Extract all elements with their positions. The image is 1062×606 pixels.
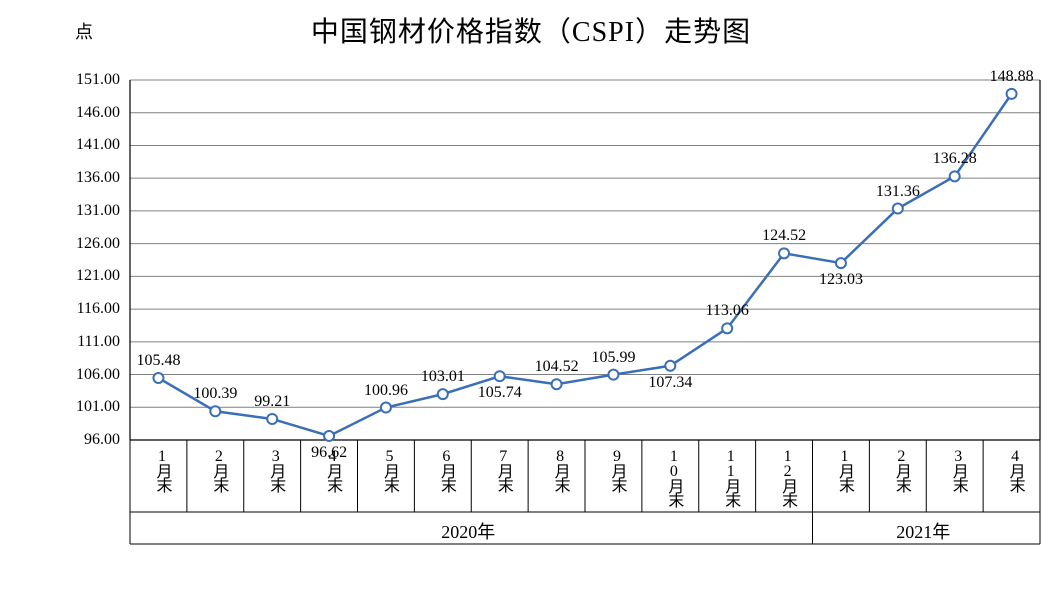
y-tick-label: 106.00 <box>50 366 120 384</box>
data-point-label: 113.06 <box>705 302 748 320</box>
data-point-label: 148.88 <box>990 68 1034 86</box>
x-tick-label: 6月末 <box>434 448 458 491</box>
y-tick-label: 141.00 <box>50 136 120 154</box>
y-tick-label: 131.00 <box>50 202 120 220</box>
x-tick-label: 4月末 <box>1003 448 1027 491</box>
x-tick-label: 8月末 <box>548 448 572 491</box>
x-tick-label: 5月末 <box>377 448 401 491</box>
chart-container: 中国钢材价格指数（CSPI）走势图 点 96.00101.00106.00111… <box>0 0 1062 606</box>
data-point-label: 136.28 <box>933 150 977 168</box>
y-tick-label: 146.00 <box>50 104 120 122</box>
x-tick-label: 2月末 <box>206 448 230 491</box>
data-point-label: 100.39 <box>193 385 237 403</box>
x-tick-label: 2月末 <box>889 448 913 491</box>
y-tick-label: 151.00 <box>50 71 120 89</box>
data-point-label: 123.03 <box>819 271 863 289</box>
data-point-label: 131.36 <box>876 183 920 201</box>
data-point-label: 96.62 <box>311 444 347 462</box>
x-tick-label: 1月末 <box>149 448 173 491</box>
x-tick-label: 3月末 <box>263 448 287 491</box>
data-point-label: 107.34 <box>648 374 692 392</box>
year-group-label: 2021年 <box>896 518 950 544</box>
data-point-label: 105.74 <box>478 384 522 402</box>
x-tick-label: 9月末 <box>604 448 628 491</box>
x-tick-label: 11月末 <box>718 448 742 506</box>
y-tick-label: 116.00 <box>50 300 120 318</box>
y-tick-label: 136.00 <box>50 169 120 187</box>
y-tick-label: 111.00 <box>50 333 120 351</box>
data-point-label: 105.99 <box>591 349 635 367</box>
year-group-label: 2020年 <box>441 518 495 544</box>
data-point-label: 99.21 <box>254 393 290 411</box>
y-tick-label: 101.00 <box>50 398 120 416</box>
data-point-label: 104.52 <box>535 358 579 376</box>
y-tick-label: 126.00 <box>50 235 120 253</box>
data-point-label: 124.52 <box>762 227 806 245</box>
x-tick-label: 3月末 <box>946 448 970 491</box>
data-point-label: 105.48 <box>136 352 180 370</box>
y-tick-label: 96.00 <box>50 431 120 449</box>
x-tick-label: 1月末 <box>832 448 856 491</box>
x-tick-label: 7月末 <box>491 448 515 491</box>
chart-svg <box>0 0 1062 606</box>
data-point-label: 103.01 <box>421 368 465 386</box>
x-tick-label: 12月末 <box>775 448 799 506</box>
x-tick-label: 10月末 <box>661 448 685 506</box>
y-tick-label: 121.00 <box>50 267 120 285</box>
data-point-label: 100.96 <box>364 382 408 400</box>
